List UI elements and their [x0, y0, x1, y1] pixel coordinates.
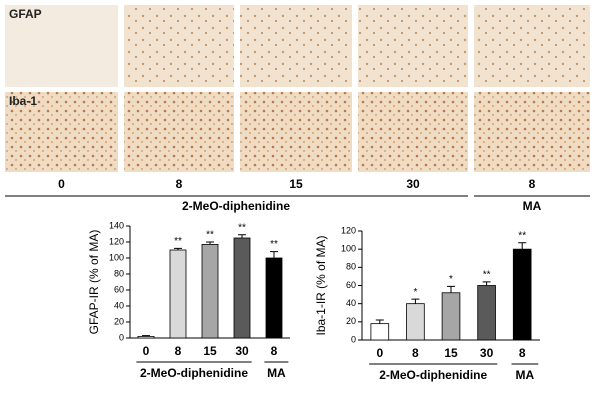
y-tick-label: 40: [114, 300, 124, 310]
y-tick-label: 20: [346, 316, 356, 326]
error-bar: [174, 247, 182, 250]
micrograph: [358, 5, 468, 87]
bar: [406, 303, 425, 341]
significance: **: [518, 230, 526, 241]
micrograph: [124, 5, 234, 87]
significance: *: [413, 287, 417, 298]
y-tick-label: 60: [346, 280, 356, 290]
micrograph: [240, 92, 352, 172]
group-label: 2-MeO-diphenidine: [379, 368, 487, 382]
micrograph: [5, 92, 118, 172]
error-bar: [238, 234, 246, 238]
y-tick-label: 0: [351, 334, 356, 344]
column-label: 8: [176, 177, 183, 191]
significance: **: [483, 270, 491, 281]
column-label: 0: [58, 177, 65, 191]
error-bar: [482, 281, 491, 286]
y-tick-label: 20: [114, 316, 124, 326]
y-tick-label: 120: [109, 236, 124, 246]
y-tick-label: 0: [119, 332, 124, 342]
x-tick-label: 8: [271, 344, 278, 358]
micrograph: [5, 5, 118, 87]
error-bar: [142, 335, 150, 337]
error-bar: [411, 298, 420, 304]
significance: **: [270, 239, 278, 250]
y-tick-label: 40: [346, 298, 356, 308]
group-label: MA: [267, 366, 286, 380]
x-tick-label: 15: [203, 344, 217, 358]
error-bar: [375, 319, 384, 324]
error-bar: [518, 242, 527, 250]
bar: [233, 237, 251, 339]
x-tick-label: 8: [175, 344, 182, 358]
group-label: MA: [516, 368, 535, 382]
significance: **: [238, 222, 246, 233]
y-tick-label: 100: [109, 252, 124, 262]
micrograph: [240, 5, 352, 87]
bar: [137, 335, 155, 339]
bar: [169, 249, 187, 339]
significance: **: [206, 230, 214, 241]
x-tick-label: 8: [412, 346, 419, 360]
y-tick-label: 60: [114, 284, 124, 294]
bar: [201, 243, 219, 339]
y-tick-label: 140: [109, 220, 124, 230]
bar: [370, 323, 390, 341]
row-label: Iba-1: [9, 94, 37, 108]
bar: [441, 292, 461, 341]
column-label: 30: [406, 177, 420, 191]
x-tick-label: 8: [519, 346, 526, 360]
bar: [477, 285, 496, 341]
significance: *: [449, 274, 453, 285]
bar: [265, 257, 283, 339]
x-tick-label: 0: [376, 346, 383, 360]
micrograph: [474, 5, 590, 87]
y-axis-label: GFAP-IR (% of MA): [87, 230, 101, 335]
column-label: 8: [529, 177, 536, 191]
group-label: 2-MeO-diphenidine: [140, 366, 248, 380]
micrograph: [358, 92, 468, 172]
micrograph: [474, 92, 590, 172]
micrograph: [124, 92, 234, 172]
error-bar: [447, 285, 455, 293]
significance: **: [174, 236, 182, 247]
row-label: GFAP: [9, 7, 42, 21]
y-tick-label: 80: [114, 268, 124, 278]
y-tick-label: 80: [346, 262, 356, 272]
bar: [512, 248, 532, 341]
x-tick-label: 30: [235, 344, 249, 358]
error-bar: [270, 251, 278, 258]
x-tick-label: 0: [143, 344, 150, 358]
x-tick-label: 15: [444, 346, 458, 360]
error-bar: [206, 241, 214, 245]
y-axis-label: Iba-1-IR (% of MA): [314, 235, 328, 335]
y-tick-label: 120: [341, 225, 356, 235]
group-label: 2-MeO-diphenidine: [182, 199, 290, 213]
y-tick-label: 100: [341, 244, 356, 254]
column-label: 15: [289, 177, 303, 191]
x-tick-label: 30: [480, 346, 494, 360]
group-label: MA: [523, 199, 542, 213]
